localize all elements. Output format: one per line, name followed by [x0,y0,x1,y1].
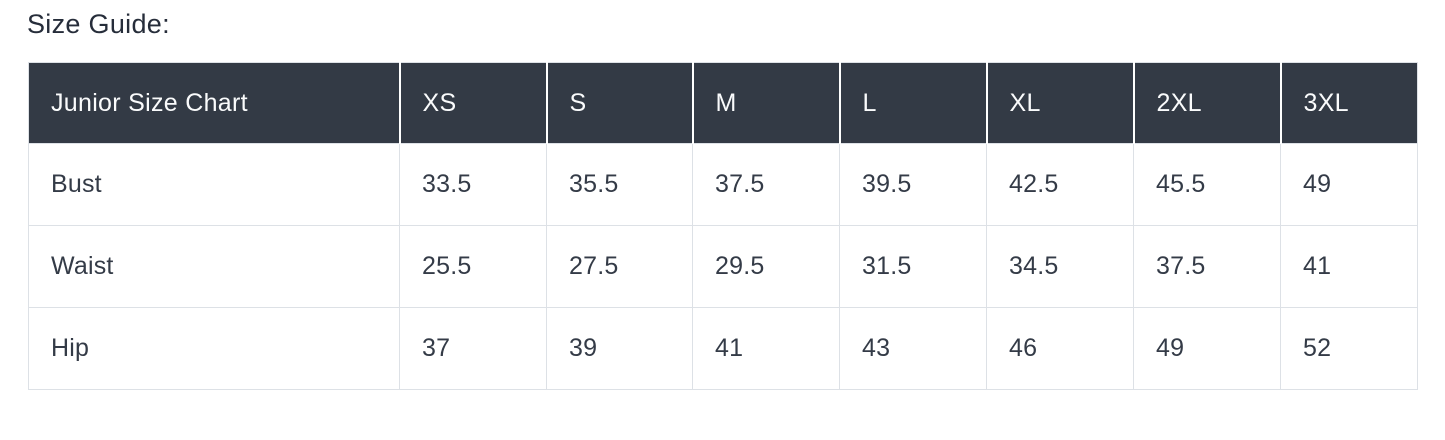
table-cell: 37 [399,307,547,391]
table-row-bust: Bust 33.5 35.5 37.5 39.5 42.5 45.5 49 [28,143,1418,227]
column-header-chart-title: Junior Size Chart [28,62,401,144]
table-header-row: Junior Size Chart XS S M L XL 2XL 3XL [28,62,1418,144]
row-label: Bust [28,143,400,227]
table-cell: 43 [839,307,987,391]
table-cell: 49 [1133,307,1281,391]
table-cell: 49 [1280,143,1418,227]
table-row-waist: Waist 25.5 27.5 29.5 31.5 34.5 37.5 41 [28,225,1418,309]
table-cell: 25.5 [399,225,547,309]
column-header-l: L [839,62,988,144]
row-label: Waist [28,225,400,309]
table-cell: 42.5 [986,143,1134,227]
table-cell: 39 [546,307,693,391]
table-cell: 37.5 [1133,225,1281,309]
column-header-s: S [546,62,694,144]
page-title: Size Guide: [27,9,170,39]
table-cell: 35.5 [546,143,693,227]
table-cell: 41 [1280,225,1418,309]
table-cell: 27.5 [546,225,693,309]
column-header-xs: XS [399,62,548,144]
column-header-m: M [692,62,841,144]
table-cell: 37.5 [692,143,840,227]
column-header-xl: XL [986,62,1135,144]
table-cell: 52 [1280,307,1418,391]
column-header-3xl: 3XL [1280,62,1418,144]
row-label: Hip [28,307,400,391]
column-header-2xl: 2XL [1133,62,1282,144]
table-row-hip: Hip 37 39 41 43 46 49 52 [28,307,1418,391]
table-cell: 45.5 [1133,143,1281,227]
table-cell: 31.5 [839,225,987,309]
table-cell: 29.5 [692,225,840,309]
table-cell: 46 [986,307,1134,391]
table-cell: 41 [692,307,840,391]
size-chart-table: Junior Size Chart XS S M L XL 2XL 3XL Bu… [28,62,1418,391]
table-cell: 33.5 [399,143,547,227]
table-cell: 39.5 [839,143,987,227]
table-cell: 34.5 [986,225,1134,309]
